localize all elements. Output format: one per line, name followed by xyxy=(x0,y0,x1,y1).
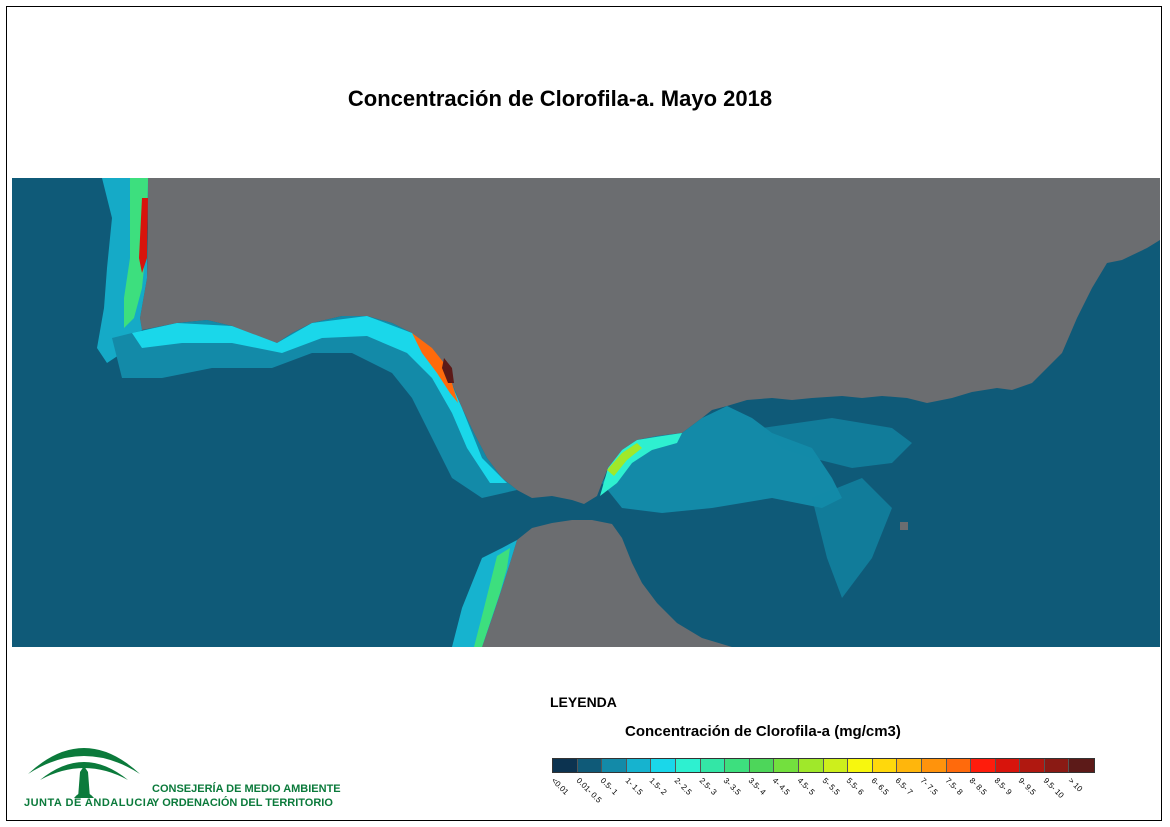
legend-swatch xyxy=(553,759,578,772)
legend-swatch xyxy=(602,759,627,772)
legend-swatch xyxy=(700,759,726,772)
legend-swatch xyxy=(1044,759,1070,772)
legend-swatch xyxy=(946,759,972,772)
map-canvas xyxy=(12,178,1160,647)
coastal-peak-cadiz xyxy=(412,333,458,403)
legend-swatch xyxy=(577,759,603,772)
legend-swatch xyxy=(921,759,947,772)
legend-heading: LEYENDA xyxy=(550,694,617,710)
legend-subtitle: Concentración de Clorofila-a (mg/cm3) xyxy=(625,723,901,740)
coastal-band-alboran xyxy=(602,406,842,513)
legend-swatch xyxy=(1020,759,1045,772)
organization-line-1: CONSEJERÍA DE MEDIO AMBIENTE xyxy=(152,783,341,795)
gyre-alboran-east xyxy=(762,418,912,468)
legend-swatch xyxy=(995,759,1021,772)
legend-swatch xyxy=(749,759,775,772)
legend-swatch xyxy=(1069,759,1095,772)
gyre-alboran-south xyxy=(812,478,892,598)
coastal-peak-alboran xyxy=(607,443,642,476)
land-africa xyxy=(482,520,732,647)
legend-swatch xyxy=(897,759,922,772)
legend-swatch xyxy=(823,759,849,772)
legend-swatch xyxy=(651,759,676,772)
coastal-max-cadiz xyxy=(442,358,454,383)
coastal-peak-portugal xyxy=(139,198,148,273)
legend-swatch xyxy=(872,759,898,772)
coastal-high-morocco xyxy=(474,548,510,647)
legend-swatch xyxy=(675,759,701,772)
map-title: Concentración de Clorofila-a. Mayo 2018 xyxy=(347,86,773,111)
organization-line-2: Y ORDENACIÓN DEL TERRITORIO xyxy=(152,797,333,809)
land-iberia xyxy=(140,178,1160,504)
coastal-high-cadiz xyxy=(132,316,507,483)
legend-swatch xyxy=(971,759,996,772)
islet xyxy=(900,522,908,530)
legend-swatch xyxy=(798,759,824,772)
legend-swatch xyxy=(774,759,799,772)
legend-color-scale xyxy=(552,758,1096,773)
logo-brand-text: JUNTA DE ANDALUCIA xyxy=(24,797,155,809)
organization-name: CONSEJERÍA DE MEDIO AMBIENTE Y ORDENACIÓ… xyxy=(152,782,341,810)
legend-swatch xyxy=(626,759,652,772)
legend-swatch xyxy=(725,759,750,772)
legend-swatch xyxy=(848,759,873,772)
chlorophyll-map xyxy=(12,178,1160,647)
map-frame xyxy=(6,6,1162,821)
junta-logo-icon xyxy=(28,748,140,798)
